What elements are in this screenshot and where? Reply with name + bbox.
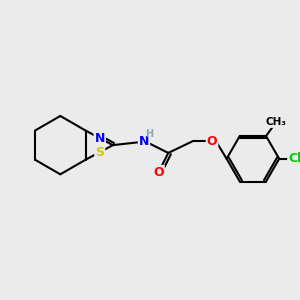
Text: O: O: [153, 166, 164, 179]
Text: O: O: [207, 135, 218, 148]
Text: Cl: Cl: [288, 152, 300, 165]
Text: CH₃: CH₃: [265, 117, 286, 128]
Text: N: N: [139, 135, 149, 148]
Text: S: S: [95, 146, 104, 159]
Text: H: H: [145, 129, 153, 140]
Text: N: N: [94, 132, 105, 145]
